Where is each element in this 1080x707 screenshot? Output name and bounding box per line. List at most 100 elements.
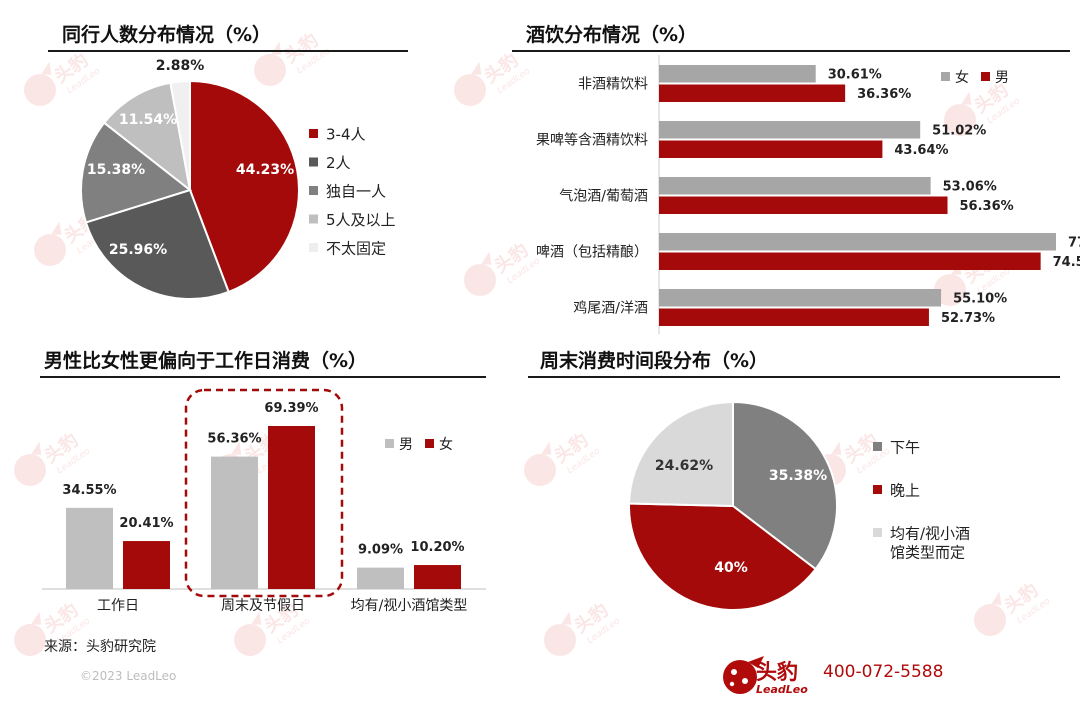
legend-label: 晚上 (890, 482, 920, 500)
bar (659, 233, 1056, 251)
bar-data-label: 56.36% (207, 432, 261, 447)
bar-data-label: 20.41% (119, 516, 173, 531)
bar-data-label: 77.55% (1068, 235, 1080, 250)
pie-slice (102, 81, 192, 193)
bar-data-label: 10.20% (410, 540, 464, 555)
legend-swatch (309, 214, 318, 224)
bar (659, 84, 846, 102)
legend-swatch (941, 72, 950, 81)
pie-data-label: 11.54% (119, 112, 177, 128)
legend-label: 女 (439, 436, 453, 453)
bar-data-label: 9.09% (358, 543, 403, 558)
legend-label: 5人及以上 (326, 211, 396, 229)
bar (211, 456, 258, 589)
legend-label: 均有/视小酒 (890, 525, 970, 543)
legend-label: 女 (955, 69, 969, 86)
bar-data-label: 69.39% (264, 401, 318, 416)
source-note: 来源：头豹研究院 (44, 639, 156, 655)
bar-data-label: 55.10% (953, 291, 1007, 306)
bar (414, 565, 461, 589)
bar-data-label: 30.61% (828, 67, 882, 82)
bar-data-label: 43.64% (894, 143, 948, 158)
bar (659, 308, 929, 326)
vbar-title-rule (40, 376, 486, 378)
pie-slice (732, 400, 838, 571)
bar (659, 196, 948, 214)
bar (123, 541, 170, 589)
leopard-logo-icon (723, 656, 764, 694)
bar-data-label: 53.06% (943, 179, 997, 194)
bar (659, 65, 816, 83)
legend-label: 下午 (890, 439, 920, 457)
category-label: 非酒精饮料 (578, 77, 648, 93)
pie-data-label: 44.23% (236, 162, 294, 178)
legend-swatch (425, 439, 434, 448)
pie2-title-rule (528, 376, 1060, 378)
legend-swatch (385, 439, 394, 448)
pie-data-label: 24.62% (655, 458, 713, 474)
bar-data-label: 52.73% (941, 311, 995, 326)
pie1-title-rule (48, 50, 408, 52)
category-label: 果啤等含酒精饮料 (536, 132, 648, 149)
legend-label: 独自一人 (326, 183, 386, 201)
category-label: 鸡尾酒/洋酒 (573, 300, 648, 317)
pie-data-label: 15.38% (87, 162, 145, 178)
bar-data-label: 74.55% (1053, 255, 1080, 270)
bar (357, 567, 404, 589)
bar (659, 289, 942, 307)
bar-data-label: 34.55% (62, 483, 116, 498)
legend-label: 男 (995, 70, 1009, 86)
legend-swatch (873, 485, 882, 494)
bar (268, 426, 315, 589)
category-label: 气泡酒/葡萄酒 (559, 189, 648, 205)
logo-en: LeadLeo (756, 683, 808, 696)
category-label: 工作日 (97, 598, 139, 614)
legend-swatch (981, 72, 990, 81)
legend-label: 男 (399, 437, 413, 453)
bar (659, 140, 883, 158)
pie-slice (84, 188, 230, 300)
pie-slice (628, 400, 734, 508)
highlight-box (184, 388, 344, 598)
pie-data-label: 35.38% (769, 468, 827, 484)
hbar-title: 酒饮分布情况（%） (526, 24, 698, 46)
category-label: 啤酒（包括精酿） (536, 245, 648, 261)
contact-phone: 400-072-5588 (823, 662, 944, 682)
bar (659, 121, 921, 139)
legend-swatch (873, 442, 882, 451)
pie-slice (80, 121, 193, 224)
pie-slice (628, 502, 818, 611)
legend-label: 馆类型而定 (890, 544, 965, 562)
category-label: 均有/视小酒馆类型 (351, 598, 468, 614)
pie1-title: 同行人数分布情况（%） (62, 24, 272, 46)
bar (66, 507, 113, 589)
legend-swatch (309, 129, 318, 138)
pie-slice (189, 79, 300, 294)
bar-data-label: 51.02% (932, 123, 986, 138)
bar (659, 177, 931, 195)
pie-data-label: 40% (714, 560, 748, 576)
legend-swatch (309, 186, 318, 195)
legend-label: 2人 (326, 154, 351, 172)
legend-swatch (873, 528, 882, 537)
category-label: 周末及节假日 (221, 598, 305, 614)
copyright-note: ©2023 LeadLeo (80, 669, 177, 683)
legend-swatch (309, 157, 318, 167)
pie-data-label: 25.96% (109, 242, 167, 258)
logo-cn: 头豹 (756, 660, 798, 684)
legend-label: 3-4人 (326, 126, 366, 144)
vbar-title: 男性比女性更偏向于工作日消费（%） (44, 350, 368, 372)
legend-label: 不太固定 (326, 240, 386, 258)
bar-data-label: 56.36% (960, 199, 1014, 214)
bar-data-label: 36.36% (857, 87, 911, 102)
hbar-title-rule (512, 50, 1070, 52)
pie-data-label: 2.88% (156, 58, 205, 74)
pie-slice (169, 79, 191, 191)
pie2-title: 周末消费时间段分布（%） (540, 350, 769, 372)
legend-swatch (309, 243, 318, 252)
bar (659, 252, 1041, 270)
